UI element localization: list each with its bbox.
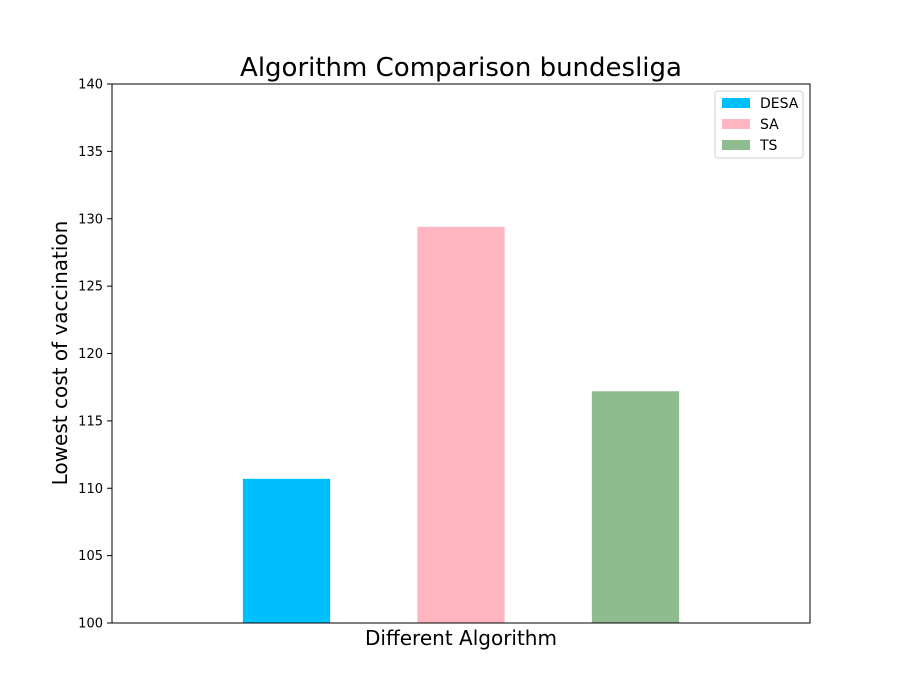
y-tick-label: 110 (78, 482, 103, 497)
legend-swatch-desa (722, 98, 750, 108)
legend-swatch-ts (722, 140, 750, 150)
y-tick-label: 125 (78, 280, 103, 295)
y-tick-label: 120 (78, 347, 103, 362)
legend-label-desa: DESA (760, 96, 799, 112)
y-axis: 100 105 110 115 120 125 130 135 140 (78, 78, 112, 632)
legend-label-sa: SA (760, 117, 779, 133)
y-axis-label: Lowest cost of vaccination (48, 221, 72, 486)
y-tick-label: 130 (78, 212, 103, 227)
bar-desa (242, 478, 331, 623)
y-tick-label: 115 (78, 414, 103, 429)
bar-sa (417, 226, 505, 623)
chart-title: Algorithm Comparison bundesliga (240, 53, 682, 83)
bar-ts (591, 391, 680, 623)
y-tick-label: 105 (78, 549, 103, 564)
y-tick-label: 140 (78, 78, 103, 93)
legend-label-ts: TS (759, 138, 778, 154)
plot-frame (111, 83, 811, 624)
legend-swatch-sa (722, 119, 750, 129)
y-tick-label: 100 (78, 617, 103, 632)
y-tick-label: 135 (78, 145, 103, 160)
bars-group (242, 226, 680, 623)
legend: DESA SA TS (714, 90, 804, 159)
x-axis-label: Different Algorithm (365, 626, 557, 650)
